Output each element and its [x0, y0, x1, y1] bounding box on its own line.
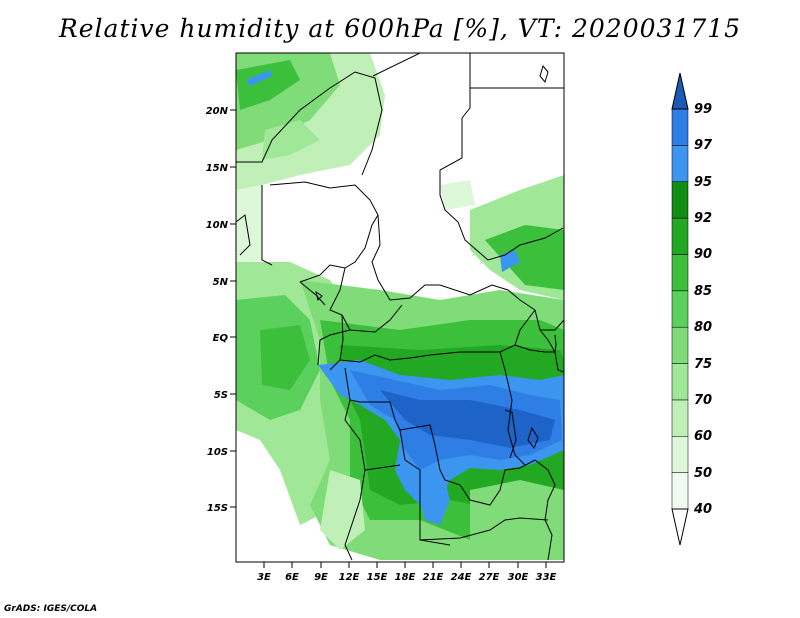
lon-axis: 3E 6E 9E 12E 15E 18E 21E 24E 27E 30E 33E — [257, 562, 557, 583]
colorbar-swatch — [671, 290, 689, 328]
lon-label: 9E — [314, 572, 328, 583]
lat-label: 15S — [207, 503, 228, 514]
lon-label: 12E — [339, 572, 360, 583]
lon-label: 27E — [479, 572, 500, 583]
colorbar-level: 40 — [693, 502, 712, 517]
lat-label: EQ — [213, 333, 229, 344]
colorbar-level: 70 — [694, 393, 712, 408]
colorbar-level: 50 — [694, 466, 712, 481]
map-frame — [235, 52, 565, 563]
colorbar-swatch — [671, 217, 689, 255]
lon-label: 33E — [536, 572, 557, 583]
grads-credit: GrADS: IGES/COLA — [4, 604, 98, 614]
lat-label: 5S — [214, 390, 228, 401]
lon-label: 30E — [508, 572, 529, 583]
colorbar-swatch — [671, 363, 689, 401]
lon-label: 6E — [285, 572, 299, 583]
colorbar-swatch — [671, 181, 689, 219]
colorbar-swatch — [671, 326, 689, 364]
lat-label: 15N — [206, 163, 229, 174]
lat-label: 10S — [207, 447, 228, 458]
lat-label: 5N — [213, 277, 229, 288]
colorbar-level: 92 — [694, 211, 712, 226]
colorbar-legend: 99 97 95 92 90 85 80 75 70 60 50 40 — [671, 72, 713, 546]
colorbar-level: 80 — [694, 320, 712, 335]
lon-label: 3E — [257, 572, 271, 583]
lat-axis: 20N 15N 10N 5N EQ 5S 10S 15S — [206, 106, 236, 514]
colorbar-swatch — [671, 145, 689, 182]
colorbar-level: 99 — [694, 102, 712, 117]
lon-label: 15E — [367, 572, 388, 583]
colorbar-level: 90 — [694, 247, 712, 262]
lakes-and-islands — [315, 64, 549, 450]
lat-label: 20N — [206, 106, 229, 117]
colorbar-bottom-arrow — [671, 508, 689, 546]
lon-label: 18E — [395, 572, 416, 583]
lon-label: 24E — [451, 572, 472, 583]
lon-label: 21E — [423, 572, 444, 583]
colorbar-level: 75 — [694, 357, 712, 372]
colorbar-level: 95 — [694, 175, 712, 190]
colorbar-level: 60 — [694, 429, 712, 444]
humidity-field — [236, 53, 564, 560]
colorbar-level: 97 — [694, 138, 713, 153]
colorbar-swatch — [671, 472, 689, 510]
lat-label: 10N — [206, 220, 229, 231]
colorbar-level: 85 — [694, 284, 712, 299]
colorbar-swatch — [671, 399, 689, 437]
colorbar-top-arrow — [671, 72, 689, 110]
colorbar-swatch — [671, 108, 689, 146]
map-title: Relative humidity at 600hPa [%], VT: 202… — [58, 14, 742, 43]
country-borders — [236, 53, 564, 561]
colorbar-swatch — [671, 436, 689, 473]
map-panel — [236, 53, 564, 562]
colorbar-swatch — [671, 254, 689, 292]
